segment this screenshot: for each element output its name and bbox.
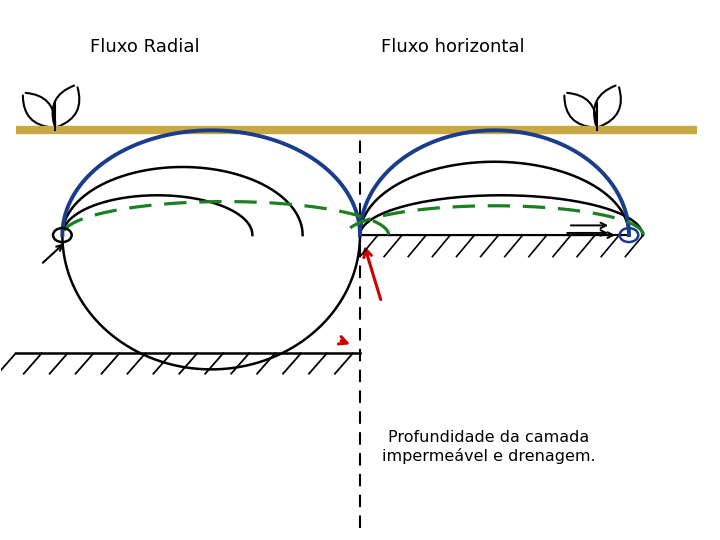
- Text: Fluxo Radial: Fluxo Radial: [90, 38, 199, 56]
- Text: Fluxo horizontal: Fluxo horizontal: [382, 38, 525, 56]
- Text: Profundidade da camada
impermeável e drenagem.: Profundidade da camada impermeável e dre…: [382, 430, 596, 464]
